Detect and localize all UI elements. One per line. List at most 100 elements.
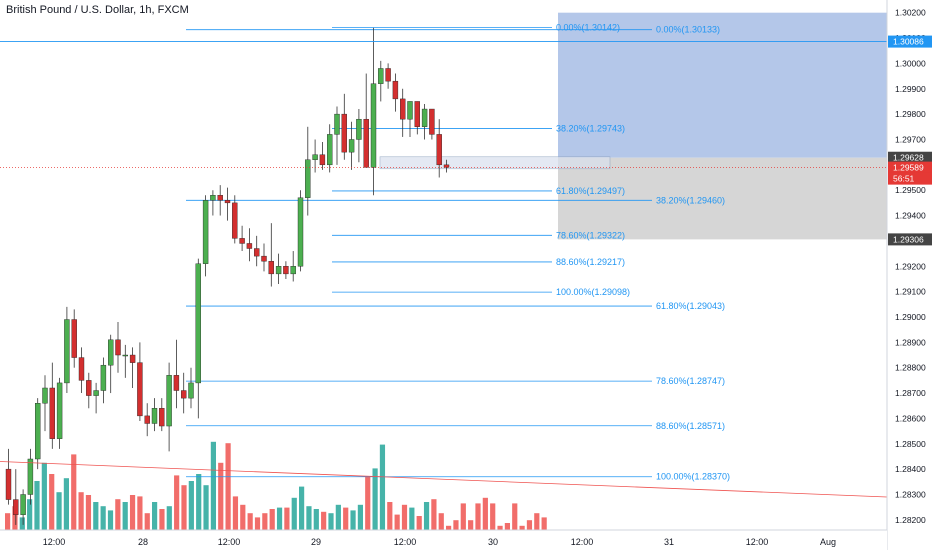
volume-bar bbox=[504, 523, 510, 530]
volume-bar bbox=[497, 525, 503, 530]
fib-level-label: 78.60%(1.28747) bbox=[656, 376, 725, 386]
price-tick-label: 1.28600 bbox=[895, 413, 926, 423]
candle-body bbox=[86, 380, 92, 396]
volume-bar bbox=[56, 492, 62, 530]
price-tick-label: 1.30000 bbox=[895, 58, 926, 68]
volume-bar bbox=[541, 517, 547, 530]
candle-body bbox=[71, 319, 77, 358]
volume-bar bbox=[107, 510, 114, 530]
volume-bar bbox=[276, 507, 283, 530]
trendline bbox=[0, 461, 888, 498]
candle-body bbox=[173, 375, 180, 391]
candle-body bbox=[334, 113, 340, 135]
candle-body bbox=[27, 458, 34, 495]
candle-body bbox=[370, 83, 377, 168]
candle-body bbox=[100, 364, 107, 391]
volume-bar bbox=[350, 510, 356, 530]
entry-price-badge-bg bbox=[888, 151, 932, 164]
time-tick-label: 12:00 bbox=[394, 537, 417, 547]
price-tick-label: 1.28900 bbox=[895, 337, 926, 347]
time-tick-label: 28 bbox=[138, 537, 148, 547]
candle-body bbox=[93, 390, 99, 396]
candle-body bbox=[348, 139, 355, 153]
candle-body bbox=[56, 382, 63, 439]
volume-bar bbox=[401, 504, 408, 530]
volume-bar bbox=[423, 502, 430, 530]
price-tick-label: 1.28500 bbox=[895, 439, 926, 449]
candle-body bbox=[224, 200, 231, 204]
target-zone bbox=[558, 12, 887, 158]
volume-bar bbox=[306, 506, 312, 530]
volume-bar bbox=[12, 506, 18, 530]
volume-bar bbox=[115, 499, 121, 530]
volume-bar bbox=[5, 513, 11, 530]
candle-body bbox=[144, 415, 150, 424]
candle-body bbox=[202, 200, 209, 264]
time-tick-label: 12:00 bbox=[43, 537, 66, 547]
price-tick-label: 1.28200 bbox=[895, 515, 926, 525]
price-tick-label: 1.29000 bbox=[895, 312, 926, 322]
price-axis bbox=[887, 0, 932, 550]
candle-body bbox=[107, 339, 114, 366]
volume-bar bbox=[328, 513, 334, 530]
volume-bar bbox=[247, 513, 253, 530]
price-tick-label: 1.28700 bbox=[895, 388, 926, 398]
volume-bar bbox=[232, 496, 239, 530]
candle-body bbox=[122, 354, 129, 357]
volume-bar bbox=[438, 513, 444, 530]
candle-body bbox=[246, 243, 253, 249]
price-tick-label: 1.29200 bbox=[895, 261, 926, 271]
price-tick-label: 1.28400 bbox=[895, 464, 926, 474]
candle-body bbox=[385, 68, 391, 82]
candle-body bbox=[42, 387, 48, 404]
candle-body bbox=[5, 468, 12, 500]
volume-bar bbox=[188, 481, 194, 530]
volume-bar bbox=[166, 506, 172, 530]
candle-body bbox=[443, 164, 450, 168]
fib-level-label: 61.80%(1.29497) bbox=[556, 186, 625, 196]
candle-body bbox=[159, 408, 165, 427]
volume-bar bbox=[475, 503, 481, 530]
volume-bar bbox=[19, 517, 25, 530]
volume-bar bbox=[313, 509, 319, 530]
volume-bar bbox=[284, 507, 290, 530]
candle-body bbox=[78, 357, 85, 381]
last-price-badge-bg bbox=[888, 161, 932, 174]
time-tick-label: 29 bbox=[311, 537, 321, 547]
fib-level-label: 78.60%(1.29322) bbox=[556, 230, 625, 240]
volume-bar bbox=[159, 509, 165, 530]
candle-body bbox=[319, 154, 326, 166]
candle-body bbox=[217, 195, 223, 201]
candle-body bbox=[341, 113, 347, 153]
volume-bar bbox=[416, 516, 422, 530]
candle-body bbox=[436, 134, 442, 166]
candle-body bbox=[129, 354, 136, 363]
volume-bar bbox=[512, 503, 518, 530]
volume-bar bbox=[218, 462, 224, 530]
time-tick-label: Aug bbox=[820, 537, 836, 547]
fib-level-label: 38.20%(1.29460) bbox=[656, 195, 725, 205]
candle-body bbox=[392, 80, 399, 100]
stop-price-badge: 1.29306 bbox=[893, 234, 924, 244]
price-tick-label: 1.29400 bbox=[895, 211, 926, 221]
volume-bar bbox=[144, 513, 150, 530]
price-tick-label: 1.29700 bbox=[895, 134, 926, 144]
candle-body bbox=[188, 382, 194, 399]
stop-zone bbox=[558, 157, 887, 240]
volume-bar bbox=[254, 517, 261, 530]
candle-body bbox=[49, 387, 55, 439]
time-tick-label: 31 bbox=[664, 537, 674, 547]
volume-bar bbox=[196, 474, 202, 530]
volume-bar bbox=[394, 514, 400, 530]
volume-bar bbox=[365, 476, 371, 530]
entry-price-badge: 1.29628 bbox=[893, 153, 924, 163]
candle-body bbox=[297, 197, 304, 267]
candle-body bbox=[20, 494, 26, 515]
volume-bar bbox=[291, 497, 297, 530]
volume-bar bbox=[409, 507, 415, 530]
candle-body bbox=[283, 266, 289, 275]
volume-bar bbox=[468, 520, 474, 530]
fib-level-label: 88.60%(1.28571) bbox=[656, 421, 725, 431]
